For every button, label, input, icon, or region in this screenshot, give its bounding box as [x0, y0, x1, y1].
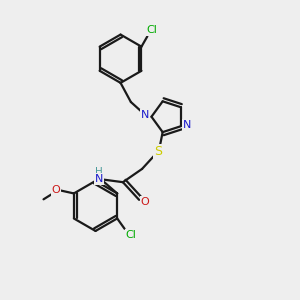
- Text: Cl: Cl: [126, 230, 136, 240]
- Text: N: N: [183, 120, 191, 130]
- Text: N: N: [141, 110, 149, 120]
- Text: S: S: [154, 145, 162, 158]
- Text: Cl: Cl: [146, 25, 157, 35]
- Text: O: O: [52, 185, 61, 195]
- Text: N: N: [95, 174, 103, 184]
- Text: H: H: [95, 167, 103, 177]
- Text: O: O: [141, 197, 149, 207]
